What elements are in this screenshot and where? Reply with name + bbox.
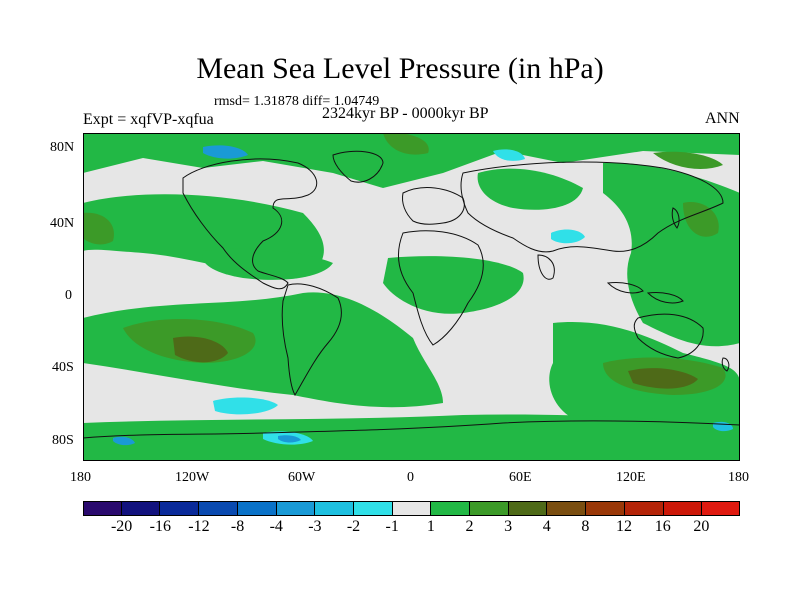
experiment-label: Expt = xqfVP-xqfua — [83, 111, 214, 128]
colorbar-swatch-8 — [392, 501, 432, 516]
map-title: Mean Sea Level Pressure (in hPa) — [196, 52, 604, 85]
colorbar-label: -3 — [308, 518, 322, 535]
lon-label-180w: 180 — [70, 470, 91, 485]
lon-label-60w: 60W — [288, 470, 316, 485]
colorbar-label: 2 — [465, 518, 474, 535]
colorbar-swatch-11 — [508, 501, 548, 516]
colorbar-label: -16 — [149, 518, 171, 535]
blue-regions — [113, 145, 301, 446]
rmsd-diff-stats: rmsd= 1.31878 diff= 1.04749 — [214, 94, 380, 109]
lon-label-180e: 180 — [728, 470, 749, 485]
colorbar-label: 3 — [504, 518, 513, 535]
colorbar-swatch-12 — [547, 501, 587, 516]
colorbar-swatch-9 — [431, 501, 471, 516]
lon-label-0: 0 — [407, 470, 414, 485]
pressure-difference-map — [83, 133, 740, 461]
colorbar-label: 20 — [693, 518, 710, 535]
colorbar-label: -20 — [110, 518, 133, 535]
colorbar-label: 4 — [542, 518, 551, 535]
colorbar-label: 16 — [654, 518, 671, 535]
colorbar-swatch-7 — [353, 501, 393, 516]
lon-label-120w: 120W — [175, 470, 210, 485]
lon-label-60e: 60E — [509, 470, 532, 485]
colorbar-label: -4 — [269, 518, 283, 535]
lat-label-80n: 80N — [50, 140, 75, 155]
colorbar-label: 1 — [426, 518, 435, 535]
colorbar-label: 8 — [581, 518, 590, 535]
colorbar-label: -1 — [385, 518, 399, 535]
colorbar-swatch-14 — [624, 501, 664, 516]
colorbar-swatch-6 — [315, 501, 354, 516]
lat-label-40n: 40N — [50, 216, 75, 231]
colorbar-swatch-4 — [237, 501, 277, 516]
colorbar-label: -12 — [188, 518, 210, 535]
colorbar-swatch-5 — [276, 501, 316, 516]
lat-label-40s: 40S — [52, 360, 74, 375]
colorbar-swatch-13 — [586, 501, 625, 516]
period-label: 2324kyr BP - 0000kyr BP — [322, 105, 489, 122]
cyan-regions — [213, 149, 585, 445]
season-label: ANN — [705, 110, 740, 127]
brown-regions — [173, 336, 698, 389]
colorbar-swatch-10 — [470, 501, 509, 516]
lon-label-120e: 120E — [616, 470, 646, 485]
colorbar-swatch-16 — [702, 501, 740, 516]
coastlines — [83, 150, 740, 439]
colorbar — [83, 501, 740, 516]
colorbar-swatch-3 — [199, 501, 238, 516]
colorbar-swatch-0 — [83, 501, 122, 516]
colorbar-label: -2 — [346, 518, 361, 535]
colorbar-swatch-1 — [121, 501, 161, 516]
colorbar-label: -8 — [230, 518, 245, 535]
colorbar-swatch-15 — [663, 501, 703, 516]
colorbar-swatch-2 — [160, 501, 200, 516]
colorbar-label: 12 — [616, 518, 633, 535]
lat-label-80s: 80S — [52, 433, 74, 448]
lat-label-0: 0 — [65, 288, 72, 303]
